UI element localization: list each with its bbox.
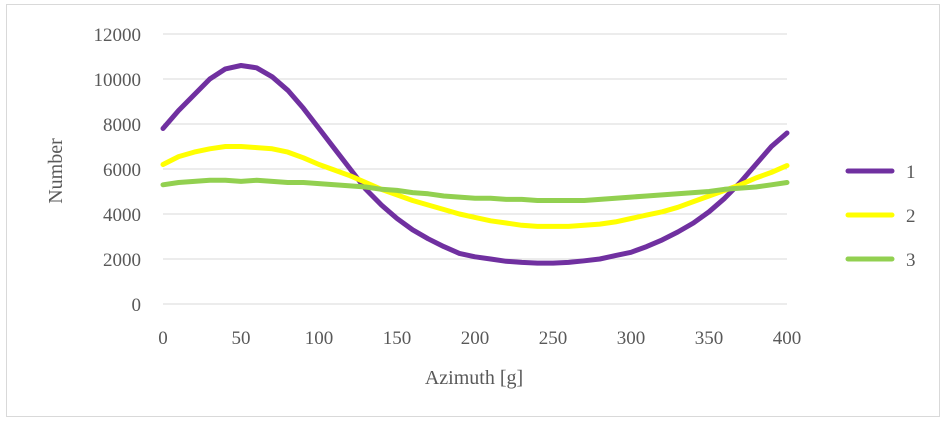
x-tick-label-400: 400 bbox=[773, 328, 802, 349]
y-tick-label-8000: 8000 bbox=[103, 115, 141, 136]
chart-frame bbox=[6, 4, 940, 417]
y-axis-title: Number bbox=[45, 138, 67, 204]
series-line-3 bbox=[160, 177, 790, 203]
x-tick-label-350: 350 bbox=[695, 328, 724, 349]
legend-label-1: 1 bbox=[906, 162, 916, 183]
y-tick-label-0: 0 bbox=[132, 295, 142, 316]
x-tick-label-100: 100 bbox=[305, 328, 334, 349]
y-tick-label-12000: 12000 bbox=[94, 25, 142, 46]
x-tick-label-0: 0 bbox=[158, 328, 168, 349]
x-tick-label-150: 150 bbox=[383, 328, 412, 349]
x-axis-title: Azimuth [g] bbox=[425, 367, 523, 389]
y-tick-label-4000: 4000 bbox=[103, 205, 141, 226]
x-tick-label-250: 250 bbox=[539, 328, 568, 349]
gridlines bbox=[163, 33, 787, 305]
legend-label-2: 2 bbox=[906, 206, 916, 227]
x-tick-label-300: 300 bbox=[617, 328, 646, 349]
axes: 0 2000 4000 6000 8000 10000 12000 0 50 100 150 200 2… bbox=[94, 25, 802, 349]
legend: 1 2 3 bbox=[845, 162, 916, 271]
x-tick-label-50: 50 bbox=[232, 328, 251, 349]
x-tick-label-200: 200 bbox=[461, 328, 490, 349]
series-line-2 bbox=[160, 144, 790, 229]
series-line-1 bbox=[160, 63, 790, 266]
y-tick-label-2000: 2000 bbox=[103, 250, 141, 271]
legend-label-3: 3 bbox=[906, 250, 916, 271]
y-tick-label-10000: 10000 bbox=[94, 70, 142, 91]
series-lines bbox=[160, 63, 790, 266]
y-tick-label-6000: 6000 bbox=[103, 160, 141, 181]
